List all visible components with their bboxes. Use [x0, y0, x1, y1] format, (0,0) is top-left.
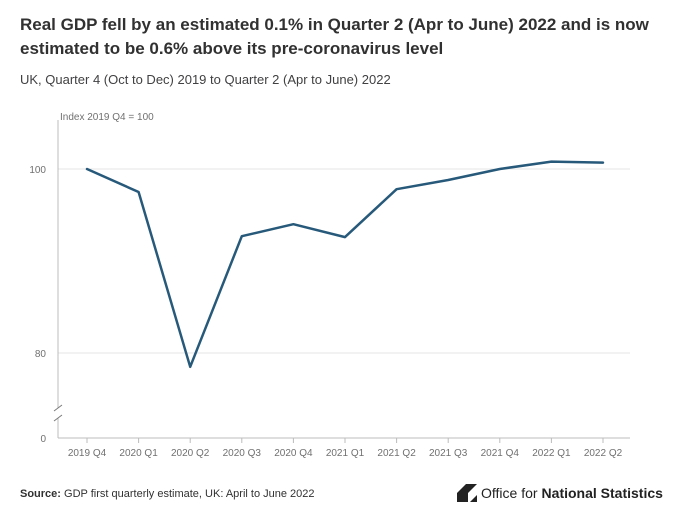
x-tick-label: 2022 Q2	[584, 448, 623, 459]
axis-break-mark	[53, 404, 63, 412]
series-group	[85, 160, 605, 369]
grid-lines	[58, 168, 630, 354]
x-tick-label: 2020 Q1	[119, 448, 158, 459]
x-tick-label: 2021 Q1	[326, 448, 365, 459]
ons-logo-icon	[457, 484, 477, 502]
source-text: GDP first quarterly estimate, UK: April …	[64, 488, 315, 500]
x-tick-label: 2021 Q3	[429, 448, 468, 459]
x-tick-label: 2021 Q2	[377, 448, 416, 459]
y-tick-label: 0	[40, 434, 46, 445]
y-tick-label: 80	[35, 349, 47, 360]
series-line-gdp	[85, 160, 605, 369]
ons-logo-name: National Statistics	[541, 485, 663, 501]
source-label: Source:	[20, 488, 61, 500]
x-tick-label: 2020 Q2	[171, 448, 210, 459]
gdp-line-chart: Index 2019 Q4 = 100 0 80 100 2019 Q4 2020 Q…	[29, 112, 630, 459]
x-tick-label: 2019 Q4	[68, 448, 107, 459]
x-tick-label: 2021 Q4	[481, 448, 520, 459]
x-axis: 2019 Q4 2020 Q1 2020 Q2 2020 Q3 2020 Q4 2021 …	[53, 120, 630, 459]
ons-logo: Office for National Statistics	[457, 484, 663, 502]
source-note: Source: GDP first quarterly estimate, UK…	[20, 488, 315, 500]
y-tick-label: 100	[29, 165, 46, 176]
axis-break-mark	[53, 414, 63, 422]
chart-subtitle: UK, Quarter 4 (Oct to Dec) 2019 to Quart…	[20, 72, 391, 87]
ons-logo-prefix: Office for	[481, 485, 538, 501]
y-axis-ticks: 0 80 100	[29, 165, 46, 445]
y-axis-label: Index 2019 Q4 = 100	[60, 112, 154, 123]
x-tick-label: 2020 Q4	[274, 448, 313, 459]
x-tick-label: 2020 Q3	[223, 448, 262, 459]
chart-title: Real GDP fell by an estimated 0.1% in Qu…	[20, 15, 649, 58]
x-tick-label: 2022 Q1	[532, 448, 571, 459]
